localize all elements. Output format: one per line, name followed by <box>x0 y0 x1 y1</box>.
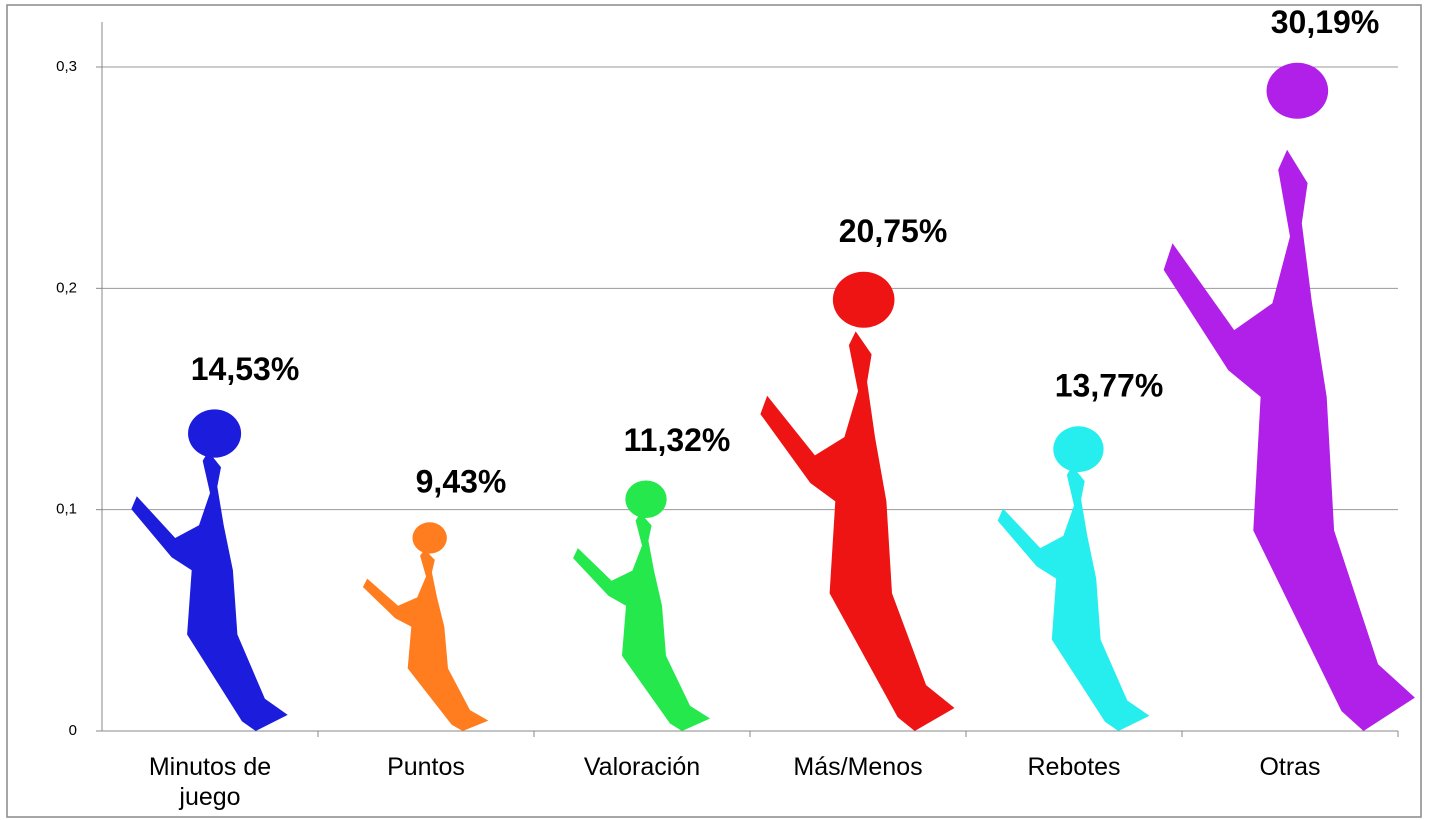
value-label: 11,32% <box>624 422 731 458</box>
player-bar <box>997 426 1150 731</box>
x-tick-label: Valoración <box>583 753 701 781</box>
value-label: 14,53% <box>191 351 300 387</box>
x-tick-label: Puntos <box>387 753 465 781</box>
player-bar <box>362 522 489 731</box>
player-bar <box>1163 62 1415 731</box>
y-tick-label: 0,3 <box>56 58 77 75</box>
y-tick-label: 0,1 <box>56 501 77 518</box>
chart-frame <box>6 4 1422 818</box>
value-label: 9,43% <box>416 464 507 500</box>
x-tick-label: Otras <box>1259 753 1321 781</box>
x-tick-label: Minutos de juego <box>148 753 272 811</box>
value-label: 20,75% <box>839 213 948 249</box>
player-bar <box>573 480 711 731</box>
y-tick-label: 0,2 <box>56 279 77 296</box>
player-bar <box>131 409 288 731</box>
value-label: 30,19% <box>1271 4 1380 40</box>
x-tick-label: Rebotes <box>1027 753 1121 781</box>
value-label: 13,77% <box>1055 368 1164 404</box>
y-tick-label: 0 <box>69 722 77 739</box>
x-tick-label: Más/Menos <box>793 753 923 781</box>
player-bar <box>760 271 955 731</box>
